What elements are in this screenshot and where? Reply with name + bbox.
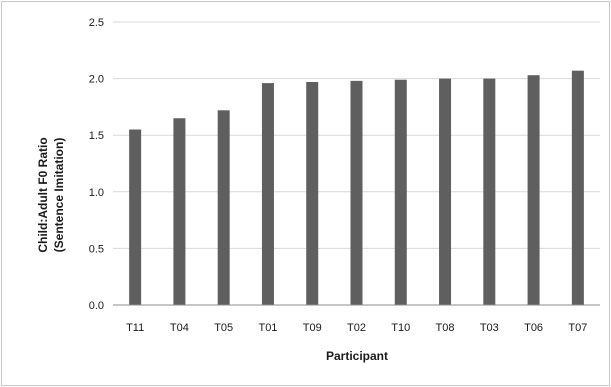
y-tick-label: 2.5 bbox=[89, 17, 104, 29]
bar-t09 bbox=[306, 81, 319, 305]
y-axis-title-line-2: (Sentence Imitation) bbox=[52, 138, 66, 253]
x-tick-label: T01 bbox=[258, 322, 277, 334]
x-tick-label: T09 bbox=[303, 322, 322, 334]
bar-t11 bbox=[129, 129, 142, 305]
x-tick-label: T06 bbox=[524, 322, 543, 334]
y-tick-label: 0.5 bbox=[89, 243, 104, 255]
y-tick-label: 1.0 bbox=[89, 187, 104, 199]
bar-t01 bbox=[261, 83, 274, 306]
x-tick-label: T10 bbox=[391, 322, 410, 334]
y-tick-labels: 0.0 0.5 1.0 1.5 2.0 2.5 bbox=[89, 17, 104, 312]
x-tick-labels: T11 T04 T05 T01 T09 T02 T10 T08 T03 T06 T07 bbox=[126, 322, 587, 334]
x-tick-label: T05 bbox=[214, 322, 233, 334]
bar-t05 bbox=[217, 110, 230, 306]
y-tick-label: 1.5 bbox=[89, 130, 104, 142]
x-tick-label: T02 bbox=[347, 322, 366, 334]
x-tick-label: T11 bbox=[126, 322, 144, 334]
y-tick-label: 0.0 bbox=[89, 300, 104, 312]
bar-t02 bbox=[350, 80, 363, 305]
bar-t10 bbox=[394, 79, 407, 306]
x-tick-label: T04 bbox=[170, 322, 189, 334]
bars bbox=[129, 70, 584, 306]
y-tick-label: 2.0 bbox=[89, 74, 104, 86]
bar-t08 bbox=[439, 78, 452, 305]
bar-t04 bbox=[173, 118, 186, 305]
x-tick-label: T08 bbox=[436, 322, 455, 334]
x-tick-label: T03 bbox=[480, 322, 499, 334]
x-axis-title: Participant bbox=[326, 349, 388, 363]
bar-t07 bbox=[571, 70, 584, 306]
bar-t03 bbox=[483, 78, 496, 305]
bar-t06 bbox=[527, 75, 540, 305]
x-tick-label: T07 bbox=[568, 322, 587, 334]
y-axis-title-line-1: Child:Adult F0 Ratio bbox=[36, 137, 50, 252]
